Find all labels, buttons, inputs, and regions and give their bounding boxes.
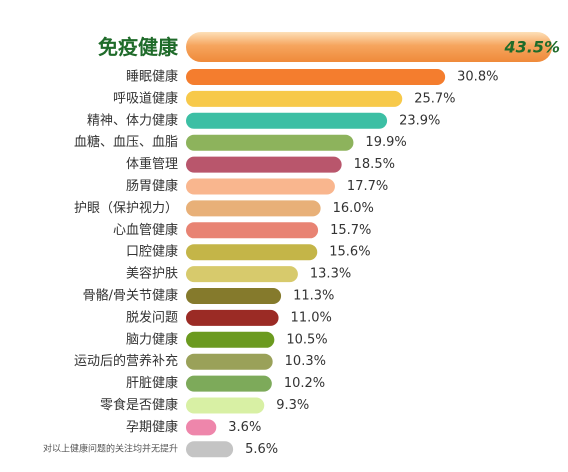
value-label-9: 15.6% [329,245,370,260]
bar-10 [186,266,298,283]
category-label-3: 精神、体力健康 [87,112,178,128]
category-label-10: 美容护肤 [126,266,178,282]
value-label-11: 11.3% [293,289,334,304]
bar-6 [186,178,335,195]
value-label-4: 19.9% [365,135,406,150]
category-label-9: 口腔健康 [126,244,178,260]
value-label-2: 25.7% [414,91,455,106]
category-label-8: 心血管健康 [113,222,178,238]
bar-12 [186,309,279,326]
category-label-4: 血糖、血压、血脂 [74,134,178,150]
value-label-14: 10.3% [285,354,326,369]
category-label-11: 骨骼/骨关节健康 [83,288,178,304]
value-label-18: 5.6% [245,442,278,457]
bar-11 [186,288,282,304]
value-label-8: 15.7% [330,223,371,238]
category-label-13: 脑力健康 [126,331,178,347]
bar-3 [186,112,388,129]
category-label-0: 免疫健康 [98,35,179,59]
bar-8 [186,222,319,239]
bar-2 [186,90,403,107]
category-label-6: 肠胃健康 [126,178,178,194]
bar-15 [186,375,272,392]
category-label-2: 呼吸道健康 [113,90,178,106]
value-label-16: 9.3% [276,398,309,413]
value-label-5: 18.5% [354,157,395,172]
bar-5 [186,156,342,173]
category-label-17: 孕期健康 [126,419,178,435]
category-label-1: 睡眠健康 [126,69,178,85]
value-label-10: 13.3% [310,267,351,282]
category-label-12: 脱发问题 [126,309,178,325]
value-label-7: 16.0% [333,201,374,216]
bar-17 [186,419,217,436]
bar-1 [186,69,446,85]
value-label-15: 10.2% [284,376,325,391]
bar-4 [186,134,354,151]
bar-14 [186,353,273,370]
value-label-17: 3.6% [228,420,261,435]
category-label-15: 肝脏健康 [126,375,178,391]
value-label-3: 23.9% [399,113,440,128]
value-label-6: 17.7% [347,179,388,194]
value-label-1: 30.8% [457,70,498,85]
bar-9 [186,244,318,261]
bar-18 [186,441,234,458]
category-label-14: 运动后的营养补充 [74,353,178,369]
category-label-7: 护眼（保护视力） [74,201,178,216]
bar-13 [186,331,275,348]
bar-16 [186,397,265,414]
category-label-16: 零食是否健康 [100,397,178,413]
bar-7 [186,200,321,217]
category-label-5: 体重管理 [126,156,178,172]
value-label-0: 43.5% [503,38,560,57]
bar-0 [186,32,552,62]
value-label-12: 11.0% [291,310,332,325]
value-label-13: 10.5% [286,332,327,347]
category-label-18: 对以上健康问题的关注均并无提升 [43,442,178,454]
